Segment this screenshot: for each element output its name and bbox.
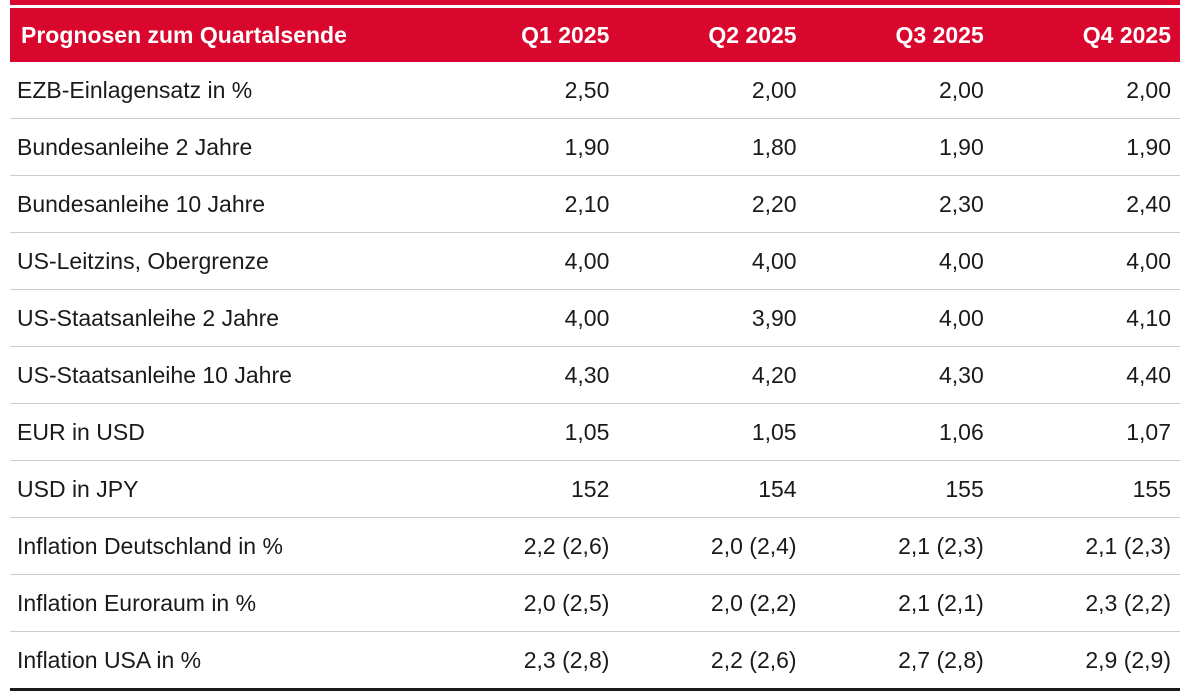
cell-value: 1,90	[431, 118, 619, 176]
cell-value: 2,0 (2,5)	[431, 574, 619, 632]
cell-value: 2,7 (2,8)	[805, 631, 993, 690]
cell-value: 2,10	[431, 175, 619, 233]
cell-value: 1,05	[618, 403, 806, 461]
cell-value: 2,50	[564, 76, 610, 103]
cell-value: 1,90	[805, 118, 993, 176]
cell-value: 1,05	[431, 403, 619, 461]
row-label: US-Staatsanleihe 2 Jahre	[10, 289, 432, 347]
cell-value: 4,40	[992, 346, 1180, 404]
cell-value: 2,0 (2,4)	[618, 517, 806, 575]
cell-value: 2,00	[1126, 76, 1171, 103]
table-row-us-staatsanleihe-2j: US-Staatsanleihe 2 Jahre 4,00 3,90 4,00 …	[10, 289, 1180, 347]
cell-value: 3,90	[618, 289, 806, 347]
cell-value: 4,00	[992, 232, 1180, 290]
cell-value: 2,00	[939, 76, 984, 103]
cell-value: 152	[431, 460, 619, 518]
row-label: Inflation Euroraum in %	[10, 574, 432, 632]
cell-value: 155	[805, 460, 993, 518]
row-label: EZB-Einlagensatz in %	[17, 76, 253, 103]
cell-value: 1,06	[805, 403, 993, 461]
cell-value: 2,00	[751, 76, 797, 103]
cell-value: 4,00	[431, 232, 619, 290]
cell-value: 4,00	[431, 289, 619, 347]
cell-value: 2,3 (2,8)	[431, 631, 619, 690]
cell-value: 2,3 (2,2)	[992, 574, 1180, 632]
cell-value: 2,2 (2,6)	[618, 631, 806, 690]
header-row: Prognosen zum Quartalsende Q1 2025 Q2 20…	[10, 8, 1180, 62]
cell-value: 2,40	[992, 175, 1180, 233]
table-row-us-staatsanleihe-10j: US-Staatsanleihe 10 Jahre 4,30 4,20 4,30…	[10, 346, 1180, 404]
column-header-q4-2025: Q4 2025	[992, 8, 1180, 62]
row-label: Bundesanleihe 10 Jahre	[10, 175, 432, 233]
row-label: USD in JPY	[10, 460, 432, 518]
table-top-rule	[10, 0, 1180, 5]
cell-value: 2,2 (2,6)	[431, 517, 619, 575]
table-row-usd-jpy: USD in JPY 152 154 155 155	[10, 460, 1180, 518]
cell-value: 2,20	[618, 175, 806, 233]
forecast-table-container: Prognosen zum Quartalsende Q1 2025 Q2 20…	[10, 0, 1180, 691]
table-row-eur-usd: EUR in USD 1,05 1,05 1,06 1,07	[10, 403, 1180, 461]
cell-value: 4,00	[805, 232, 993, 290]
table-row-inflation-usa: Inflation USA in % 2,3 (2,8) 2,2 (2,6) 2…	[10, 631, 1180, 690]
column-header-q3-2025: Q3 2025	[805, 8, 993, 62]
table-row-ezb-einlagensatz: EZB-Einlagensatz in % 2,50 2,00 2,00 2,0…	[10, 62, 1180, 119]
cell-value: 4,30	[431, 346, 619, 404]
cell-value: 1,90	[992, 118, 1180, 176]
cell-value: 4,30	[805, 346, 993, 404]
cell-value: 2,1 (2,3)	[992, 517, 1180, 575]
table-row-inflation-deutschland: Inflation Deutschland in % 2,2 (2,6) 2,0…	[10, 517, 1180, 575]
cell-value: 2,1 (2,3)	[805, 517, 993, 575]
forecast-table: Prognosen zum Quartalsende Q1 2025 Q2 20…	[10, 8, 1180, 691]
row-label: EUR in USD	[10, 403, 432, 461]
table-row-us-leitzins: US-Leitzins, Obergrenze 4,00 4,00 4,00 4…	[10, 232, 1180, 290]
cell-value: 2,0 (2,2)	[618, 574, 806, 632]
row-label: US-Staatsanleihe 10 Jahre	[10, 346, 432, 404]
cell-value: 1,80	[618, 118, 806, 176]
cell-value: 4,00	[805, 289, 993, 347]
table-row-bundesanleihe-2j: Bundesanleihe 2 Jahre 1,90 1,80 1,90 1,9…	[10, 118, 1180, 176]
table-row-bundesanleihe-10j: Bundesanleihe 10 Jahre 2,10 2,20 2,30 2,…	[10, 175, 1180, 233]
row-label: US-Leitzins, Obergrenze	[10, 232, 432, 290]
cell-value: 4,00	[618, 232, 806, 290]
cell-value: 2,30	[805, 175, 993, 233]
cell-value: 4,20	[618, 346, 806, 404]
cell-value: 154	[618, 460, 806, 518]
table-title: Prognosen zum Quartalsende	[10, 8, 432, 62]
cell-value: 4,10	[992, 289, 1180, 347]
cell-value: 2,1 (2,1)	[805, 574, 993, 632]
cell-value: 1,07	[992, 403, 1180, 461]
column-header-q2-2025: Q2 2025	[618, 8, 806, 62]
column-header-q1-2025: Q1 2025	[431, 8, 619, 62]
row-label: Bundesanleihe 2 Jahre	[10, 118, 432, 176]
table-row-inflation-euroraum: Inflation Euroraum in % 2,0 (2,5) 2,0 (2…	[10, 574, 1180, 632]
row-label: Inflation USA in %	[10, 631, 432, 690]
cell-value: 2,9 (2,9)	[992, 631, 1180, 690]
row-label: Inflation Deutschland in %	[10, 517, 432, 575]
cell-value: 155	[992, 460, 1180, 518]
